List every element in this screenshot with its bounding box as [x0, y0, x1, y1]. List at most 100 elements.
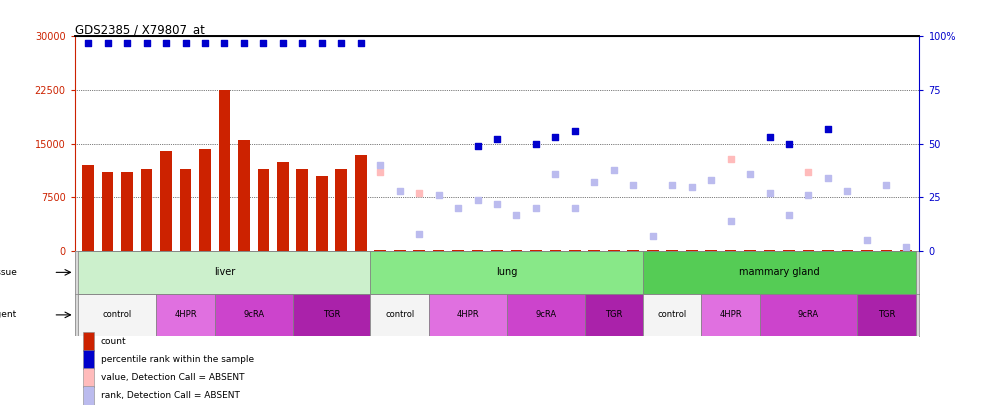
Point: [723, 218, 739, 224]
Point: [800, 192, 816, 198]
Point: [450, 205, 466, 211]
Point: [333, 40, 349, 46]
Point: [528, 205, 544, 211]
Point: [528, 141, 544, 147]
Bar: [335, 169, 347, 251]
Bar: [141, 169, 152, 251]
Text: control: control: [658, 310, 687, 320]
Bar: [452, 250, 464, 251]
Bar: [881, 250, 893, 251]
Point: [879, 181, 895, 188]
Point: [820, 126, 836, 132]
Bar: [394, 250, 406, 251]
Point: [236, 40, 251, 46]
Text: 4HPR: 4HPR: [720, 310, 742, 320]
Text: value, Detection Call = ABSENT: value, Detection Call = ABSENT: [100, 373, 245, 382]
Point: [743, 171, 758, 177]
Bar: [511, 250, 522, 251]
Bar: [239, 140, 249, 251]
Point: [703, 177, 719, 183]
Bar: [156, 294, 215, 336]
Bar: [745, 250, 755, 251]
Point: [412, 190, 427, 196]
Bar: [180, 169, 192, 251]
Text: tissue: tissue: [0, 268, 17, 277]
Point: [781, 211, 797, 218]
Bar: [666, 250, 678, 251]
Bar: [277, 162, 288, 251]
Bar: [83, 350, 94, 369]
Point: [684, 183, 700, 190]
Bar: [763, 250, 775, 251]
Bar: [219, 90, 231, 251]
Point: [840, 188, 856, 194]
Text: control: control: [102, 310, 132, 320]
Point: [197, 40, 213, 46]
Bar: [822, 250, 834, 251]
Point: [99, 40, 115, 46]
Bar: [491, 250, 503, 251]
Point: [138, 40, 154, 46]
Point: [781, 141, 797, 147]
Text: lung: lung: [496, 267, 518, 277]
Point: [548, 171, 564, 177]
Bar: [802, 250, 814, 251]
Text: 9cRA: 9cRA: [798, 310, 819, 320]
Bar: [83, 332, 94, 351]
Point: [723, 156, 739, 162]
Point: [567, 205, 582, 211]
Bar: [355, 154, 367, 251]
Bar: [900, 250, 911, 251]
Bar: [759, 294, 857, 336]
Text: TGR: TGR: [323, 310, 340, 320]
Point: [119, 40, 135, 46]
Point: [489, 136, 505, 143]
Point: [255, 40, 271, 46]
Point: [412, 231, 427, 237]
Point: [567, 128, 582, 134]
Bar: [296, 169, 308, 251]
Point: [859, 237, 875, 244]
Bar: [79, 251, 371, 294]
Bar: [725, 250, 737, 251]
Text: count: count: [100, 337, 126, 346]
Point: [353, 40, 369, 46]
Text: control: control: [385, 310, 414, 320]
Bar: [550, 250, 562, 251]
Text: 4HPR: 4HPR: [456, 310, 479, 320]
Point: [392, 188, 408, 194]
Point: [898, 243, 913, 250]
Bar: [371, 251, 643, 294]
Bar: [588, 250, 600, 251]
Point: [178, 40, 194, 46]
Text: GDS2385 / X79807_at: GDS2385 / X79807_at: [75, 23, 205, 36]
Bar: [857, 294, 915, 336]
Bar: [783, 250, 795, 251]
Bar: [842, 250, 853, 251]
Text: percentile rank within the sample: percentile rank within the sample: [100, 355, 253, 364]
Point: [372, 168, 388, 175]
Bar: [569, 250, 580, 251]
Text: 9cRA: 9cRA: [535, 310, 557, 320]
Bar: [584, 294, 643, 336]
Point: [625, 181, 641, 188]
Bar: [199, 149, 211, 251]
Text: 9cRA: 9cRA: [244, 310, 264, 320]
Bar: [316, 176, 328, 251]
Bar: [257, 169, 269, 251]
Bar: [121, 173, 133, 251]
Point: [509, 211, 525, 218]
Point: [217, 40, 233, 46]
Bar: [375, 250, 386, 251]
Bar: [686, 250, 698, 251]
Bar: [507, 294, 584, 336]
Bar: [414, 250, 425, 251]
Text: TGR: TGR: [878, 310, 895, 320]
Bar: [79, 294, 156, 336]
Text: liver: liver: [214, 267, 235, 277]
Bar: [643, 251, 915, 294]
Bar: [83, 386, 94, 405]
Bar: [292, 294, 371, 336]
Bar: [215, 294, 292, 336]
Point: [469, 196, 485, 203]
